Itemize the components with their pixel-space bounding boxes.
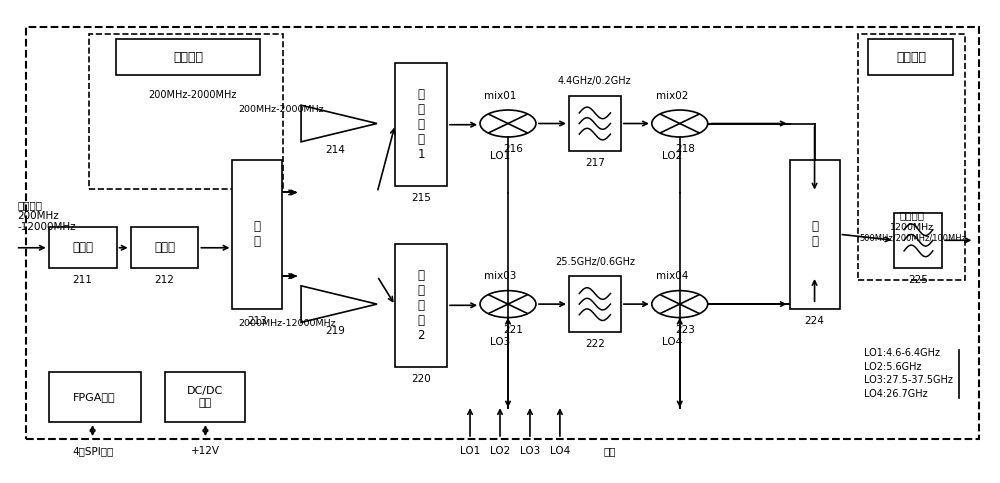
Text: 4线SPI控制: 4线SPI控制 <box>72 446 113 456</box>
Text: 212: 212 <box>155 275 174 285</box>
FancyBboxPatch shape <box>894 213 942 268</box>
Text: mix04: mix04 <box>656 271 688 281</box>
Text: 本振: 本振 <box>604 446 616 456</box>
Text: LO1: LO1 <box>460 446 480 456</box>
Text: LO2: LO2 <box>490 446 510 456</box>
Text: FPGA控制: FPGA控制 <box>73 392 116 402</box>
Text: 1200MHz: 1200MHz <box>890 223 934 231</box>
FancyBboxPatch shape <box>49 371 141 422</box>
Text: 预
选
组
件
2: 预 选 组 件 2 <box>417 269 425 342</box>
Text: 射频部分: 射频部分 <box>173 51 203 64</box>
Text: 218: 218 <box>675 144 695 154</box>
Text: LO3:27.5-37.5GHz: LO3:27.5-37.5GHz <box>864 375 953 385</box>
Text: LO4:26.7GHz: LO4:26.7GHz <box>864 389 928 398</box>
Text: mix02: mix02 <box>656 91 688 100</box>
Text: 220: 220 <box>411 374 431 384</box>
FancyBboxPatch shape <box>49 227 117 268</box>
FancyBboxPatch shape <box>131 227 198 268</box>
Text: 4.4GHz/0.2GHz: 4.4GHz/0.2GHz <box>558 76 632 86</box>
Text: 25.5GHz/0.6GHz: 25.5GHz/0.6GHz <box>555 257 635 267</box>
Text: LO2: LO2 <box>662 151 682 161</box>
Text: 221: 221 <box>503 325 523 335</box>
Text: 219: 219 <box>325 326 345 336</box>
Text: mix01: mix01 <box>484 91 516 100</box>
Text: 开
关: 开 关 <box>811 220 818 248</box>
FancyBboxPatch shape <box>569 96 621 151</box>
Text: LO1:4.6-6.4GHz: LO1:4.6-6.4GHz <box>864 348 940 358</box>
Text: 中频部分: 中频部分 <box>896 51 926 64</box>
FancyBboxPatch shape <box>569 276 621 332</box>
Text: +12V: +12V <box>191 446 220 456</box>
Text: 衰减器: 衰减器 <box>154 241 175 254</box>
Text: 200MHz: 200MHz <box>18 212 59 222</box>
Text: 开
关: 开 关 <box>254 220 261 248</box>
Text: LO3: LO3 <box>520 446 540 456</box>
FancyBboxPatch shape <box>232 159 282 309</box>
FancyBboxPatch shape <box>868 39 953 75</box>
Text: DC/DC
电源: DC/DC 电源 <box>187 386 224 408</box>
FancyBboxPatch shape <box>395 63 447 186</box>
Text: LO1: LO1 <box>490 151 510 161</box>
Text: 216: 216 <box>503 144 523 154</box>
Text: 2000MHz-12000MHz: 2000MHz-12000MHz <box>238 319 336 328</box>
Text: 预
选
组
件
1: 预 选 组 件 1 <box>417 88 425 161</box>
Text: LO4: LO4 <box>550 446 570 456</box>
Text: 215: 215 <box>411 193 431 203</box>
Text: mix03: mix03 <box>484 271 516 281</box>
Text: 500MHz/200MHz/100MHz: 500MHz/200MHz/100MHz <box>859 233 966 242</box>
Text: 211: 211 <box>73 275 93 285</box>
FancyBboxPatch shape <box>165 371 245 422</box>
Text: LO2:5.6GHz: LO2:5.6GHz <box>864 362 922 372</box>
Text: 200MHz-2000MHz: 200MHz-2000MHz <box>238 104 324 114</box>
Text: 224: 224 <box>805 316 824 326</box>
Text: 射频信号: 射频信号 <box>18 200 43 211</box>
Text: 223: 223 <box>675 325 695 335</box>
Text: LO3: LO3 <box>490 337 510 347</box>
FancyBboxPatch shape <box>116 39 260 75</box>
Text: LO4: LO4 <box>662 337 682 347</box>
Text: 222: 222 <box>585 339 605 349</box>
Text: 213: 213 <box>247 316 267 326</box>
Text: 中频信号: 中频信号 <box>900 210 925 220</box>
FancyBboxPatch shape <box>790 159 840 309</box>
Text: 200MHz-2000MHz: 200MHz-2000MHz <box>148 90 237 99</box>
Text: 214: 214 <box>325 145 345 155</box>
Text: 225: 225 <box>908 275 928 285</box>
Text: -12000MHz: -12000MHz <box>18 222 76 232</box>
Text: 217: 217 <box>585 158 605 168</box>
Text: 限幅器: 限幅器 <box>72 241 93 254</box>
FancyBboxPatch shape <box>395 244 447 367</box>
